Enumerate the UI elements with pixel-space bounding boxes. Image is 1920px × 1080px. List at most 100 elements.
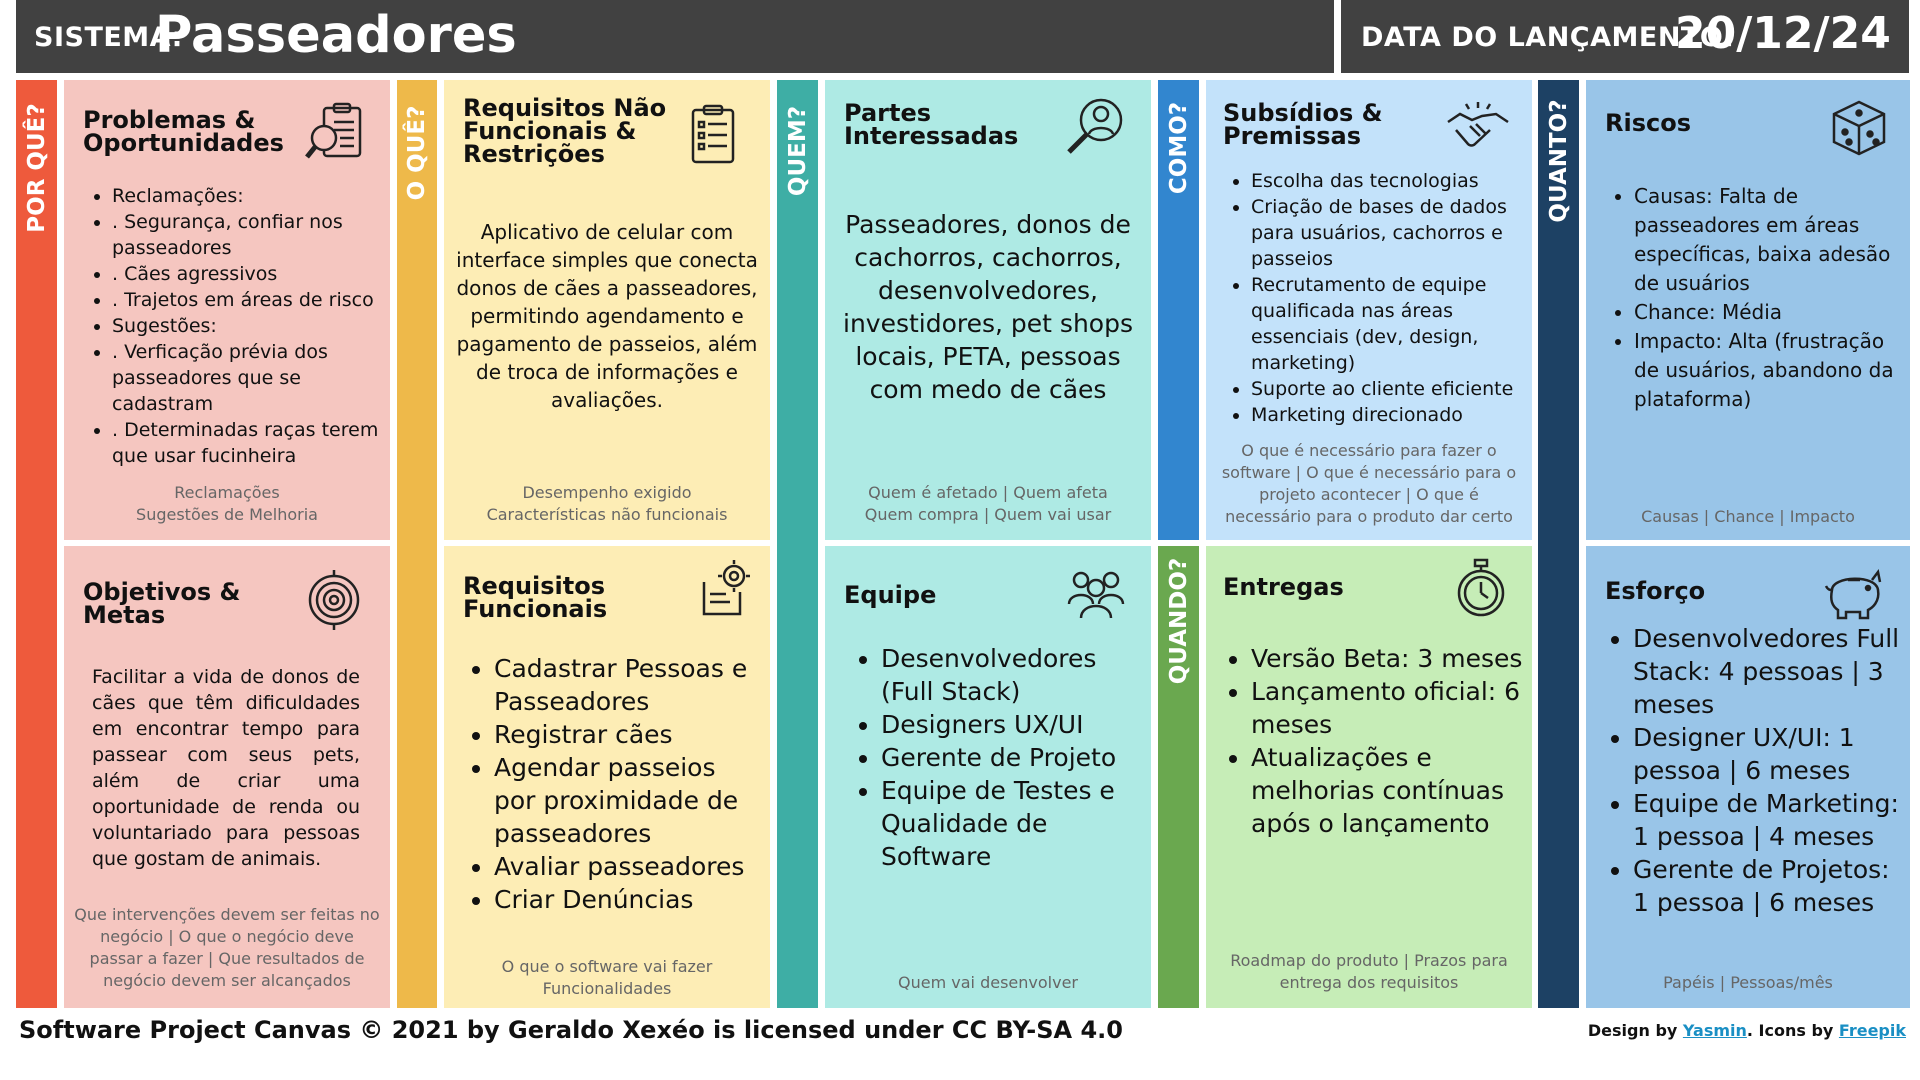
list-item: Marketing direcionado: [1251, 402, 1526, 428]
list-item: Desenvolvedores (Full Stack): [881, 642, 1143, 708]
assumptions-card: Subsídios & Premissas Escolha das tecnol…: [1206, 80, 1532, 540]
who-label: QUEM?: [784, 105, 811, 197]
risks-card: Riscos Causas: Falta de passeadores em á…: [1586, 80, 1910, 540]
what-label: O QUÊ?: [404, 105, 430, 201]
functional-footer-line2: Funcionalidades: [542, 979, 672, 998]
how-label: COMO?: [1165, 101, 1192, 195]
when-label: QUANDO?: [1165, 557, 1192, 685]
what-strip: O QUÊ?: [397, 80, 437, 1008]
nonfunctional-title-line2: Funcionais &: [463, 117, 637, 145]
nonfunctional-footer: Desempenho exigido Características não f…: [454, 482, 760, 526]
nonfunctional-footer-line2: Características não funcionais: [486, 505, 728, 524]
piggy-bank-icon: [1822, 566, 1888, 624]
designer-link[interactable]: Yasmin: [1682, 1021, 1747, 1040]
objectives-card: Objetivos & Metas Facilitar a vida de do…: [64, 546, 390, 1008]
list-item: Sugestões:: [112, 313, 380, 339]
list-item: . Trajetos em áreas de risco: [112, 287, 380, 313]
nonfunctional-title-line1: Requisitos Não: [463, 94, 667, 122]
team-card: Equipe Desenvolvedores (Full Stack) Desi…: [825, 546, 1151, 1008]
effort-list: Desenvolvedores Full Stack: 4 pessoas | …: [1605, 622, 1906, 919]
nonfunctional-title: Requisitos Não Funcionais & Restrições: [463, 94, 667, 168]
risks-title: Riscos: [1605, 109, 1691, 137]
assumptions-footer: O que é necessário para fazer o software…: [1221, 441, 1517, 526]
effort-title: Esforço: [1605, 577, 1706, 605]
handshake-icon: [1446, 100, 1510, 160]
functional-title-line2: Funcionais: [463, 595, 608, 623]
assumptions-title-line2: Premissas: [1223, 122, 1361, 150]
assumptions-title-line1: Subsídios &: [1223, 99, 1383, 127]
list-item: Causas: Falta de passeadores em áreas es…: [1634, 182, 1902, 298]
team-list: Desenvolvedores (Full Stack) Designers U…: [853, 642, 1143, 873]
stakeholders-footer: Quem é afetado | Quem afeta Quem compra …: [835, 482, 1141, 526]
functional-list: Cadastrar Pessoas e Passeadores Registra…: [466, 652, 762, 916]
list-item: Chance: Média: [1634, 298, 1902, 327]
list-item: Designers UX/UI: [881, 708, 1143, 741]
effort-card: Esforço Desenvolvedores Full Stack: 4 pe…: [1586, 546, 1910, 1008]
list-item: . Segurança, confiar nos passeadores: [112, 209, 380, 261]
list-item: Impacto: Alta (frustração de usuários, a…: [1634, 327, 1902, 414]
when-strip: QUANDO?: [1158, 546, 1199, 1008]
list-item: Desenvolvedores Full Stack: 4 pessoas | …: [1633, 622, 1906, 721]
risks-footer: Causas | Chance | Impacto: [1641, 507, 1855, 526]
problems-footer-line2: Sugestões de Melhoria: [136, 505, 318, 524]
list-item: Criar Denúncias: [494, 883, 762, 916]
team-icon: [1065, 564, 1127, 624]
assumptions-title: Subsídios & Premissas: [1223, 99, 1383, 150]
problems-footer: Reclamações Sugestões de Melhoria: [74, 482, 380, 526]
list-item: Registrar cães: [494, 718, 762, 751]
risks-list: Causas: Falta de passeadores em áreas es…: [1606, 182, 1902, 414]
person-search-icon: [1065, 96, 1127, 162]
stakeholders-footer-line2: Quem compra | Quem vai usar: [864, 505, 1112, 524]
list-item: . Determinadas raças terem que usar fuci…: [112, 417, 380, 469]
list-item: Recrutamento de equipe qualificada nas á…: [1251, 272, 1526, 376]
nonfunctional-footer-line1: Desempenho exigido: [522, 483, 692, 502]
problems-card: Problemas & Oportunidades Reclamações: .…: [64, 80, 390, 540]
deliveries-title: Entregas: [1223, 573, 1344, 601]
list-item: . Verficação prévia dos passeadores que …: [112, 339, 380, 417]
list-item: Gerente de Projetos: 1 pessoa | 6 meses: [1633, 853, 1906, 919]
stakeholders-card: Partes Interessadas Passeadores, donos d…: [825, 80, 1151, 540]
design-by-label: Design by: [1587, 1021, 1678, 1040]
problems-list: Reclamações: . Segurança, confiar nos pa…: [84, 183, 380, 469]
deliveries-card: Entregas Versão Beta: 3 meses Lançamento…: [1206, 546, 1532, 1008]
checklist-icon: [690, 104, 736, 168]
license-text: Software Project Canvas © 2021 by Gerald…: [19, 1016, 1123, 1044]
nonfunctional-title-line3: Restrições: [463, 140, 605, 168]
launch-label: DATA DO LANÇAMENTO:: [1361, 22, 1735, 53]
functional-title-line1: Requisitos: [463, 572, 606, 600]
objectives-title: Objetivos & Metas: [83, 580, 241, 627]
list-item: Escolha das tecnologias: [1251, 168, 1526, 194]
list-item: Versão Beta: 3 meses: [1251, 642, 1524, 675]
why-label: POR QUÊ?: [23, 103, 50, 233]
functional-card: Requisitos Funcionais Cadastrar Pessoas …: [444, 546, 770, 1008]
list-item: Atualizações e melhorias contínuas após …: [1251, 741, 1524, 840]
list-item: Agendar passeios por proximidade de pass…: [494, 751, 762, 850]
who-strip: QUEM?: [777, 80, 818, 1008]
deliveries-list: Versão Beta: 3 meses Lançamento oficial:…: [1223, 642, 1524, 840]
nonfunctional-text: Aplicativo de celular com interface simp…: [456, 220, 758, 412]
list-item: Lançamento oficial: 6 meses: [1251, 675, 1524, 741]
target-icon: [304, 570, 364, 634]
document-gear-icon: [700, 558, 756, 622]
dice-icon: [1830, 98, 1888, 162]
list-item: Equipe de Testes e Qualidade de Software: [881, 774, 1143, 873]
stakeholders-title-line2: Interessadas: [844, 122, 1019, 150]
header-system-bar: SISTEMA: Passeadores: [16, 0, 1334, 73]
header-launch-bar: DATA DO LANÇAMENTO: 20/12/24: [1341, 0, 1909, 73]
assumptions-list: Escolha das tecnologias Criação de bases…: [1223, 168, 1526, 428]
list-item: Equipe de Marketing: 1 pessoa | 4 meses: [1633, 787, 1906, 853]
why-strip: POR QUÊ?: [16, 80, 57, 1008]
nonfunctional-card: Requisitos Não Funcionais & Restrições A…: [444, 80, 770, 540]
effort-footer: Papéis | Pessoas/mês: [1663, 973, 1833, 992]
objectives-footer: Que intervenções devem ser feitas no neg…: [74, 905, 380, 990]
system-name: Passeadores: [155, 6, 517, 65]
problems-title: Problemas & Oportunidades: [83, 108, 284, 155]
freepik-link[interactable]: Freepik: [1838, 1021, 1906, 1040]
functional-footer-line1: O que o software vai fazer: [501, 957, 713, 976]
team-footer: Quem vai desenvolver: [898, 973, 1078, 992]
deliveries-footer: Roadmap do produto | Prazos para entrega…: [1230, 951, 1508, 992]
stakeholders-text: Passeadores, donos de cachorros, cachorr…: [843, 210, 1133, 404]
list-item: Designer UX/UI: 1 pessoa | 6 meses: [1633, 721, 1906, 787]
clipboard-magnifier-icon: [304, 102, 366, 168]
list-item: Suporte ao cliente eficiente: [1251, 376, 1526, 402]
